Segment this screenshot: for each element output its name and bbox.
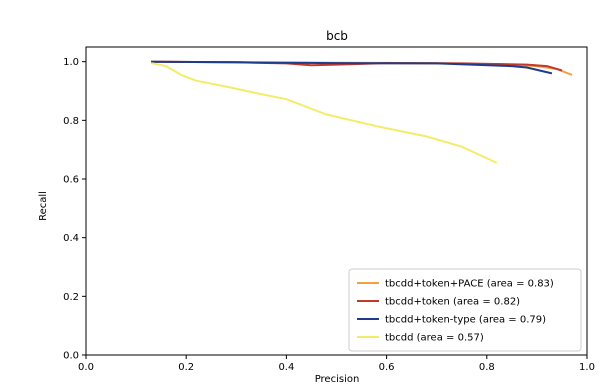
plot-frame (85, 46, 588, 356)
x-tick-label-5: 1.0 (579, 362, 595, 373)
x-tick-label-4: 0.8 (479, 362, 495, 373)
x-tick-label-2: 0.4 (278, 362, 294, 373)
legend: tbcdd+token+PACE (area = 0.83) tbcdd+toke… (348, 268, 582, 352)
x-tick-label-0: 0.0 (78, 362, 94, 373)
axes-layer: 0.0 0.2 0.4 0.6 0.8 1.0 0.0 0.2 0.4 0.6 0.8 1.0 (63, 46, 595, 373)
y-tick-label-2: 0.4 (63, 233, 79, 244)
y-tick-label-5: 1.0 (63, 57, 79, 68)
y-tick-label-4: 0.8 (63, 116, 79, 127)
legend-entry-3: tbcdd (area = 0.57) (385, 333, 484, 344)
plot-layer (150, 60, 573, 164)
x-tick-label-1: 0.2 (178, 362, 194, 373)
legend-entry-0: tbcdd+token+PACE (area = 0.83) (385, 279, 554, 290)
legend-box (348, 268, 582, 352)
series-line-3 (150, 62, 498, 164)
series-line-2 (151, 60, 553, 75)
legend-entry-1: tbcdd+token (area = 0.82) (385, 297, 520, 308)
y-tick-label-1: 0.2 (63, 292, 79, 303)
legend-entry-2: tbcdd+token-type (area = 0.79) (385, 315, 546, 326)
y-axis-label: Recall (38, 191, 49, 221)
x-tick-label-3: 0.6 (379, 362, 395, 373)
y-tick-label-3: 0.6 (63, 175, 79, 186)
y-tick-label-0: 0.0 (63, 351, 79, 362)
chart-title: bcb (326, 29, 348, 43)
x-axis-label: Precision (315, 374, 360, 385)
